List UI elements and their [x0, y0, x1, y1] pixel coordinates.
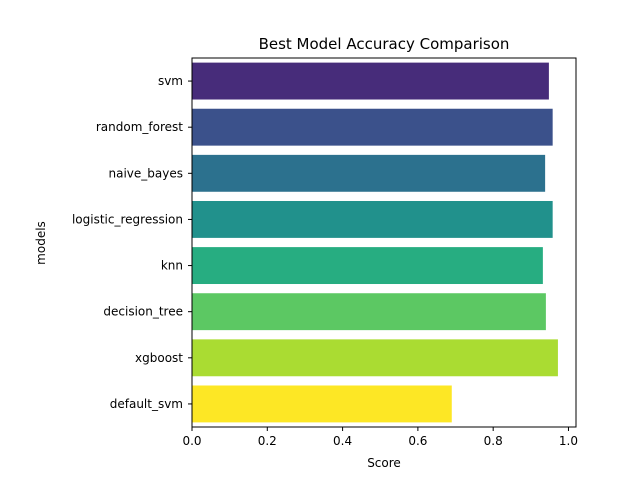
x-tick-labels: 0.0 0.2 0.4 0.6 0.8 1.0	[182, 427, 578, 448]
y-category-label: knn	[161, 259, 183, 273]
bar-xgboost	[192, 339, 558, 377]
y-axis-label: models	[34, 221, 48, 265]
x-tick-label: 0.6	[408, 434, 427, 448]
y-category-label: random_forest	[96, 120, 183, 134]
x-axis-label: Score	[367, 456, 401, 470]
y-category-label: default_svm	[110, 397, 183, 411]
bar-naive-bayes	[192, 154, 546, 192]
chart-title: Best Model Accuracy Comparison	[259, 35, 510, 53]
bar-random-forest	[192, 108, 553, 146]
bar-knn	[192, 247, 543, 285]
bar-decision-tree	[192, 293, 546, 331]
x-tick-label: 0.2	[258, 434, 277, 448]
y-category-labels: svm random_forest naive_bayes logistic_regr…	[72, 74, 192, 411]
bar-svm	[192, 62, 549, 100]
y-category-label: decision_tree	[103, 305, 183, 319]
bars-group	[192, 62, 558, 423]
bar-logistic-regression	[192, 200, 553, 238]
x-tick-label: 0.0	[182, 434, 201, 448]
x-tick-label: 1.0	[559, 434, 578, 448]
y-category-label: naive_bayes	[109, 166, 183, 180]
y-category-label: svm	[158, 74, 183, 88]
x-tick-label: 0.4	[333, 434, 352, 448]
x-tick-label: 0.8	[484, 434, 503, 448]
plot-frame	[191, 57, 577, 428]
bar-default-svm	[192, 385, 452, 423]
y-category-label: logistic_regression	[72, 212, 183, 226]
y-category-label: xgboost	[135, 351, 183, 365]
